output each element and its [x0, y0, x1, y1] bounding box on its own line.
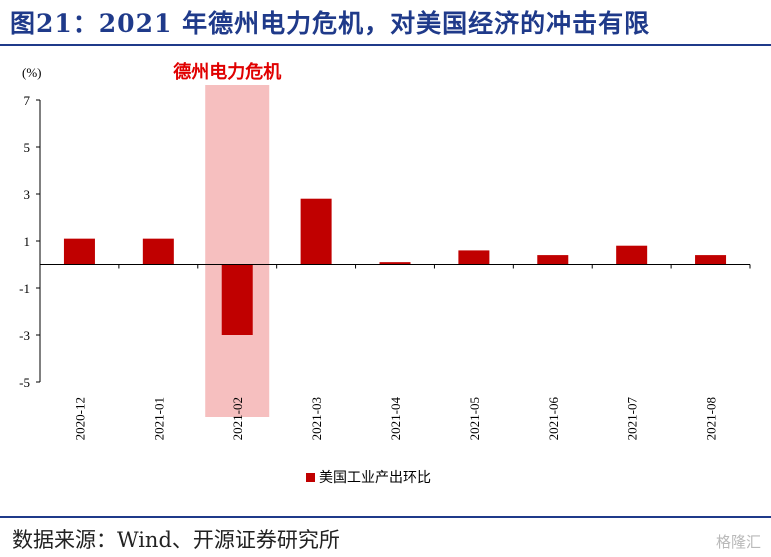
y-tick-label: -3 — [19, 328, 30, 343]
source-note: 数据来源：Wind、开源证券研究所 — [12, 528, 340, 552]
figure-title: 图21：2021 年德州电力危机，对美国经济的冲击有限 — [10, 9, 651, 38]
x-tick-label-2020-12: 2020-12 — [72, 397, 87, 440]
y-tick-label: -5 — [19, 375, 30, 390]
highlight-band — [205, 85, 270, 417]
watermark: 格隆汇 — [715, 533, 761, 551]
bar-2021-01 — [142, 238, 174, 265]
x-tick-label-2021-03: 2021-03 — [309, 397, 324, 440]
x-tick-label-2021-02: 2021-02 — [230, 397, 245, 440]
y-tick-label: 3 — [24, 187, 31, 202]
y-tick-label: -1 — [19, 281, 30, 296]
y-tick-label: 5 — [24, 140, 31, 155]
y-tick-label: 7 — [24, 93, 31, 108]
title-underline — [0, 44, 771, 46]
x-tick-label-2021-07: 2021-07 — [625, 397, 640, 441]
y-unit-label: (%) — [22, 65, 42, 80]
bar-2021-03 — [300, 198, 332, 265]
legend-label: 美国工业产出环比 — [319, 470, 431, 486]
x-tick-label-2021-01: 2021-01 — [151, 397, 166, 440]
x-tick-label-2021-08: 2021-08 — [704, 397, 719, 440]
bar-2021-05 — [458, 250, 490, 265]
bar-2021-02 — [221, 264, 253, 335]
y-tick-label: 1 — [24, 234, 31, 249]
legend-swatch — [306, 473, 315, 482]
x-tick-label-2021-05: 2021-05 — [467, 397, 482, 440]
x-tick-label-2021-06: 2021-06 — [546, 397, 561, 441]
footer-rule — [0, 516, 771, 518]
bar-2021-07 — [616, 245, 648, 265]
highlight-annotation: 德州电力危机 — [173, 61, 281, 82]
bar-2021-08 — [695, 255, 727, 265]
x-tick-label-2021-04: 2021-04 — [388, 397, 403, 441]
bar-2021-04 — [379, 262, 411, 265]
bar-2020-12 — [63, 238, 95, 265]
bar-2021-06 — [537, 255, 569, 265]
